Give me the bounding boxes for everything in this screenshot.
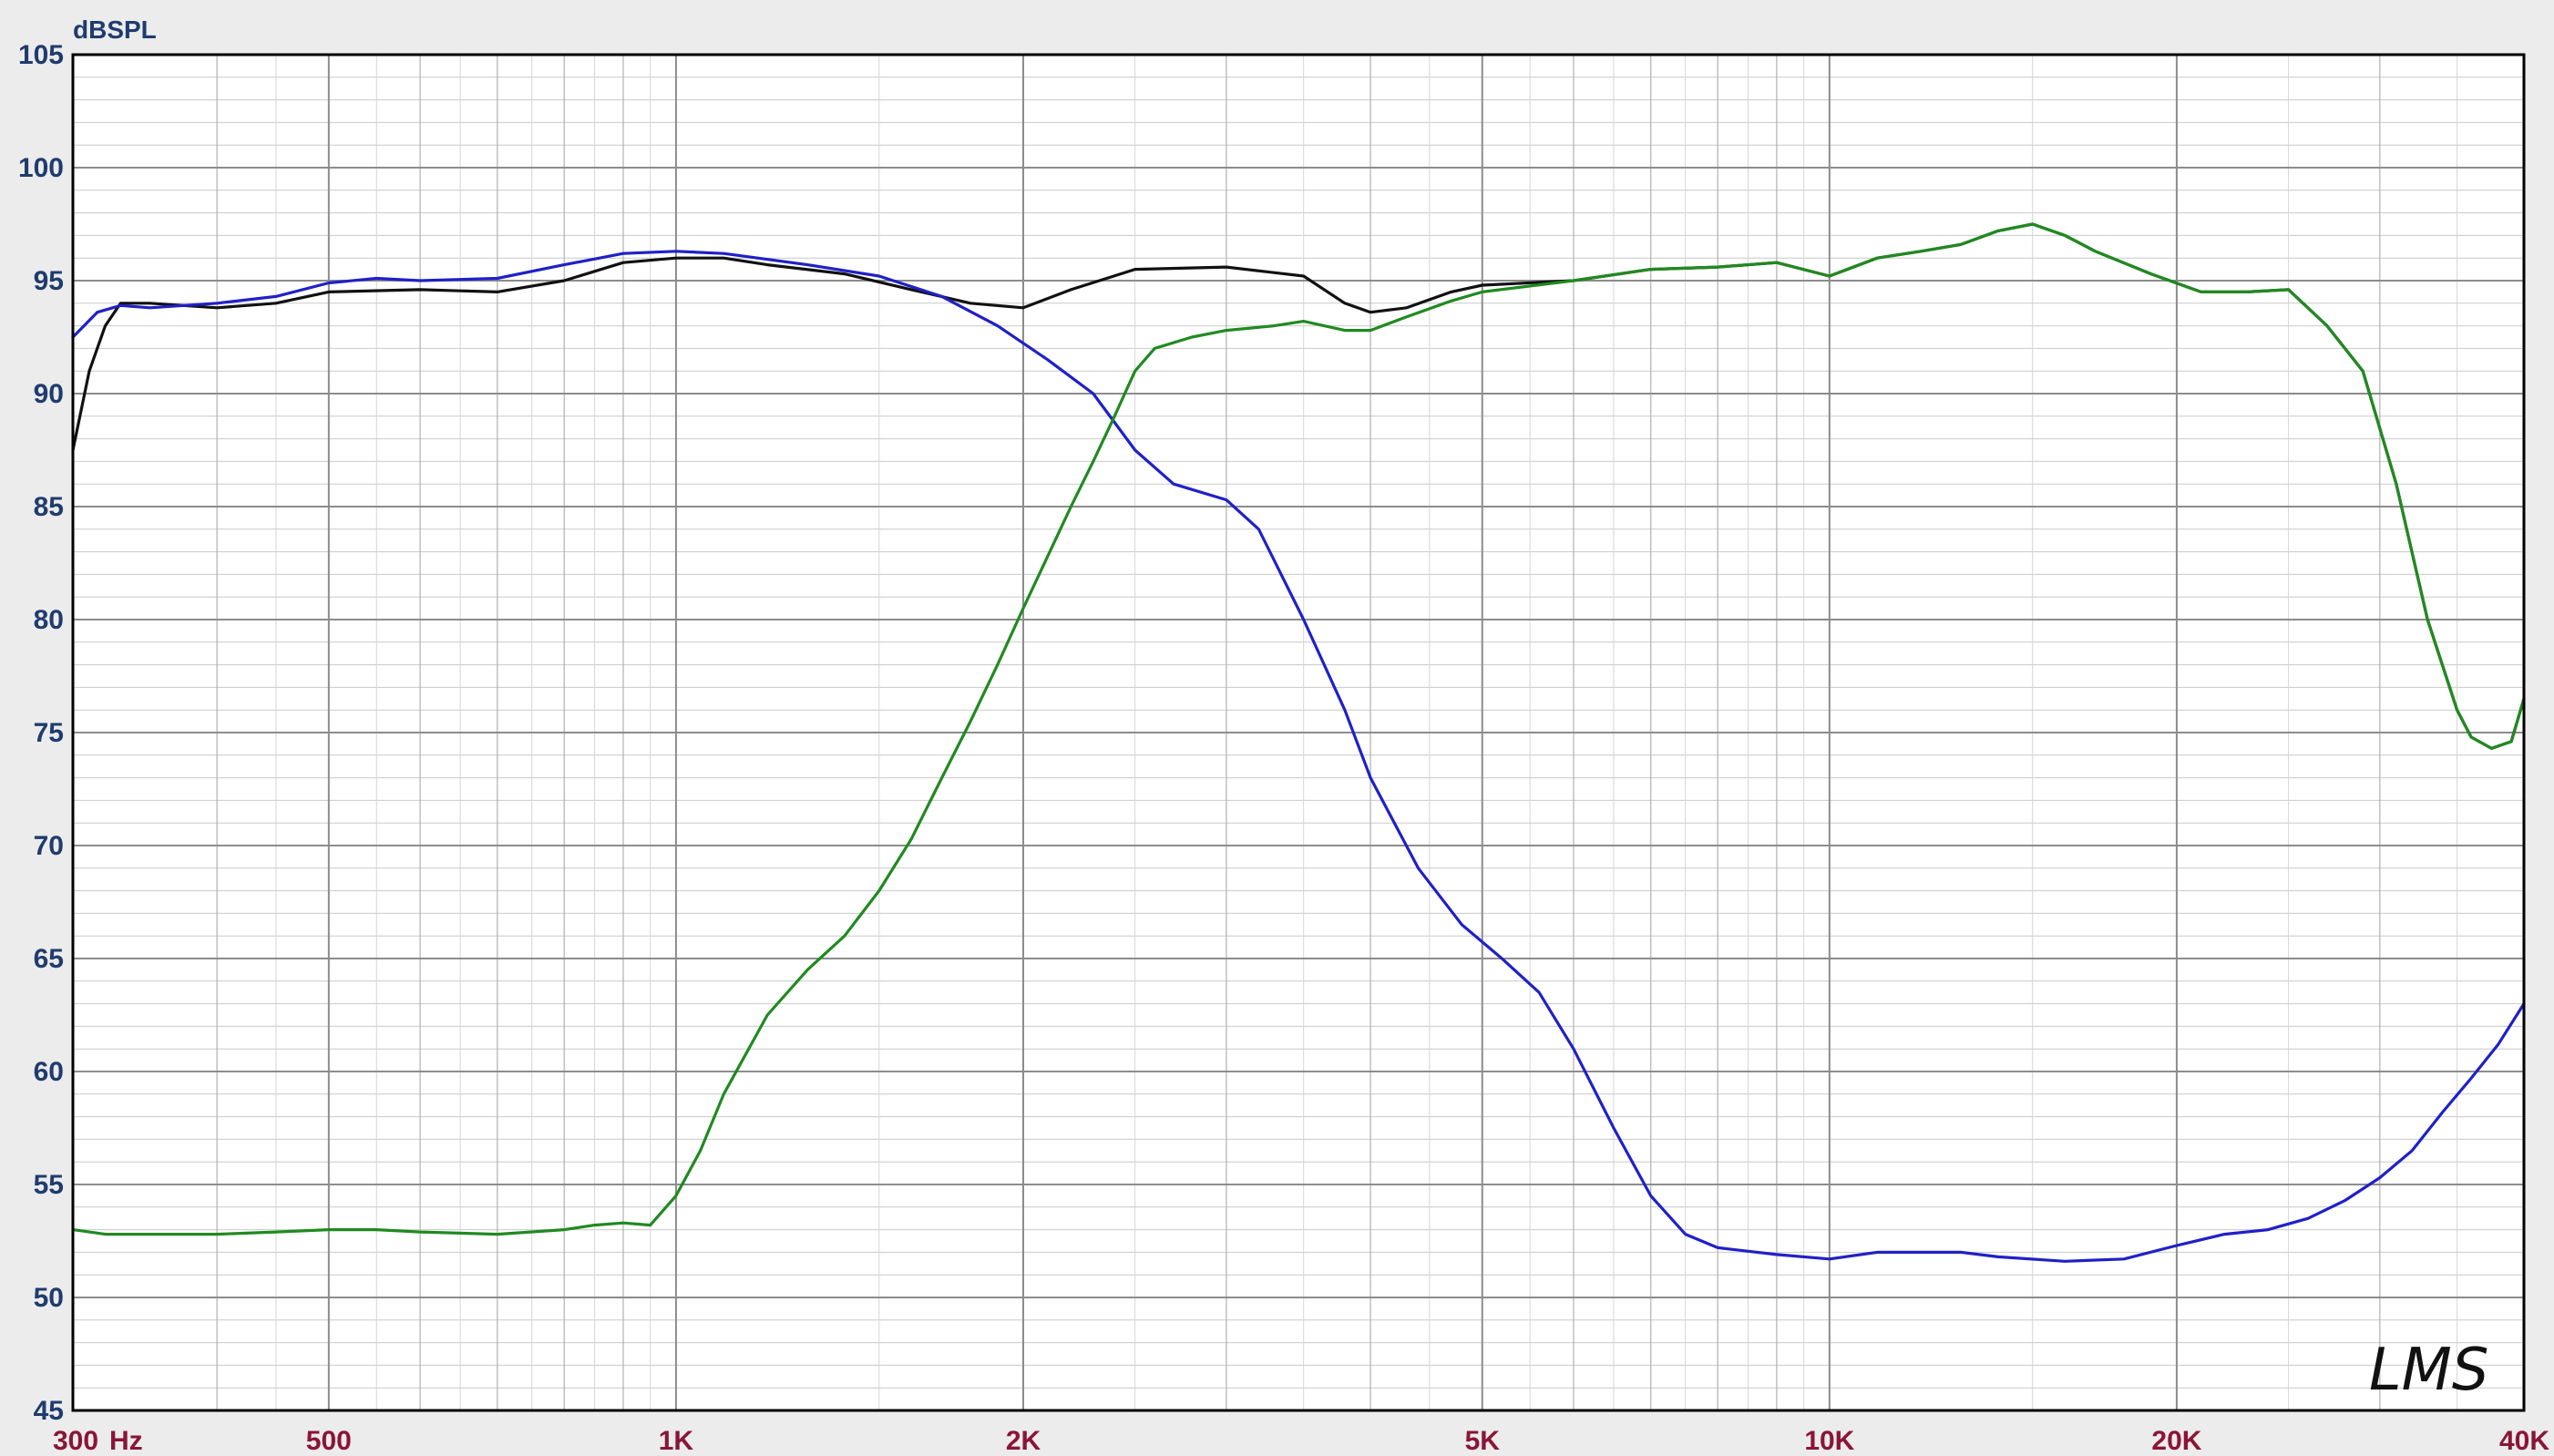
y-tick-label: 65 [34,944,64,974]
y-tick-label: 70 [34,831,64,861]
x-tick-label: 20K [2151,1426,2201,1456]
y-tick-label: 95 [34,266,64,296]
plot-border [71,53,2526,1412]
x-tick-label: 40K [2499,1426,2549,1456]
y-tick-label: 85 [34,492,64,522]
major-grid [73,55,2524,1410]
x-tick-label: 1K [659,1426,694,1456]
y-tick-label: 100 [18,153,64,183]
y-tick-label: 55 [34,1170,64,1200]
y-tick-label: 60 [34,1057,64,1087]
y-tick-label: 45 [34,1396,64,1426]
lms-signature: LMS [2369,1337,2489,1404]
series-line-3 [71,222,2526,1236]
x-tick-label: 500 [306,1426,352,1456]
series-layer [71,222,2526,1263]
y-tick-label: 105 [18,40,64,70]
x-axis-labels: 300 500 1K 2K 5K 10K 20K 40K [53,1426,2549,1456]
y-tick-label: 75 [34,718,64,748]
series-line-2 [71,250,2526,1263]
y-axis-title: dBSPL [73,15,157,44]
x-tick-label: 10K [1804,1426,1854,1456]
y-tick-label: 80 [34,605,64,635]
x-tick-label: 300 [53,1426,98,1456]
x-tick-label: 5K [1465,1426,1501,1456]
x-axis-unit: Hz [109,1426,143,1456]
y-tick-label: 90 [34,379,64,409]
y-axis-labels: 105 100 95 90 85 80 75 70 65 60 55 50 45 [18,40,64,1426]
y-tick-label: 50 [34,1283,64,1313]
x-tick-label: 2K [1006,1426,1041,1456]
